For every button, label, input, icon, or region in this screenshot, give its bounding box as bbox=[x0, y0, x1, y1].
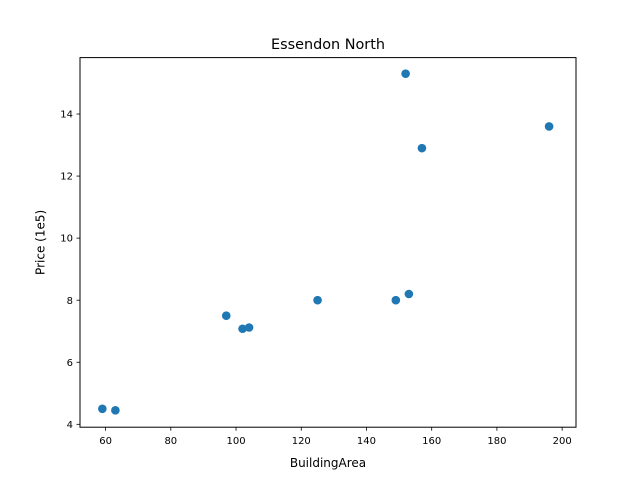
x-tick-label: 180 bbox=[487, 436, 506, 447]
x-tick-label: 140 bbox=[357, 436, 376, 447]
scatter-point bbox=[401, 69, 410, 78]
scatter-point bbox=[544, 122, 554, 131]
x-tick-label: 200 bbox=[553, 436, 572, 447]
scatter-point bbox=[404, 289, 414, 299]
y-axis-label: Price (1e5) bbox=[34, 210, 48, 275]
plot-frame bbox=[79, 57, 577, 428]
y-tick-label: 6 bbox=[67, 358, 73, 369]
scatter-point bbox=[313, 295, 322, 305]
chart-title: Essendon North bbox=[271, 37, 385, 53]
scatter-point bbox=[238, 324, 247, 334]
scatter-point bbox=[244, 323, 254, 332]
x-tick-label: 80 bbox=[164, 436, 177, 447]
y-tick-label: 14 bbox=[60, 110, 73, 121]
y-tick-label: 12 bbox=[60, 172, 73, 183]
scatter-point bbox=[111, 406, 120, 415]
x-tick-label: 160 bbox=[422, 436, 441, 447]
y-tick-label: 10 bbox=[60, 234, 73, 245]
x-tick-label: 120 bbox=[292, 436, 311, 447]
scatter-point bbox=[98, 404, 107, 414]
y-tick-label: 4 bbox=[67, 420, 73, 431]
x-axis-label: BuildingArea bbox=[290, 456, 366, 470]
y-tick-label: 8 bbox=[67, 296, 73, 307]
scatter-point bbox=[221, 311, 231, 321]
x-tick-label: 60 bbox=[99, 436, 112, 447]
point-layer bbox=[98, 69, 554, 415]
scatter-point bbox=[391, 295, 401, 305]
scatter-point bbox=[417, 143, 427, 153]
tick-layer: 60 80 100 120 140 160 180 200 4 6 8 10 12 14 bbox=[60, 110, 571, 448]
x-tick-label: 100 bbox=[226, 436, 245, 447]
